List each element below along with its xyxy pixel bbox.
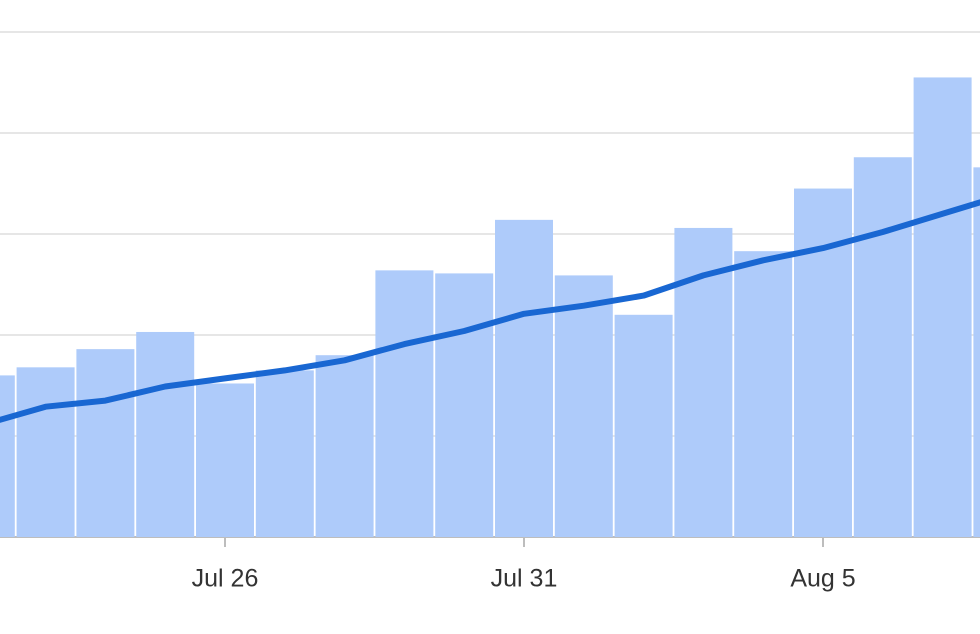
bar	[136, 331, 195, 537]
x-tick-label: Aug 5	[790, 565, 855, 593]
bar	[913, 77, 972, 537]
bar	[554, 275, 613, 537]
bar	[16, 367, 75, 537]
bar	[614, 314, 673, 537]
bar	[0, 375, 15, 537]
bar	[375, 270, 434, 537]
x-tick-label: Jul 31	[491, 565, 558, 593]
bar	[853, 157, 912, 538]
bar	[435, 273, 494, 537]
bar	[255, 370, 314, 537]
bar	[76, 349, 135, 537]
bar	[196, 383, 254, 537]
bar	[973, 167, 980, 537]
bar	[315, 355, 374, 537]
bar	[495, 219, 553, 538]
bar	[734, 251, 793, 538]
x-tick-label: Jul 26	[192, 565, 259, 593]
trend-line	[0, 199, 980, 423]
